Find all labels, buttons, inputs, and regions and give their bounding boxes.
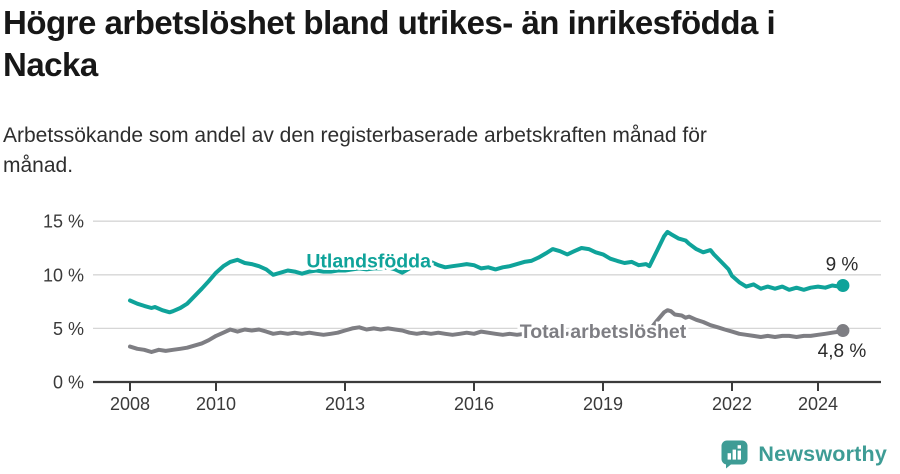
series-end-value-utlandsfodda: 9 % — [826, 255, 859, 276]
series-end-value-total: 4,8 % — [818, 341, 867, 362]
chart-subtitle: Arbetssökande som andel av den registerb… — [3, 121, 863, 181]
x-axis-label-2024: 2024 — [798, 394, 838, 414]
series-end-dot-utlandsfodda — [836, 279, 850, 293]
y-axis-label-5: 5 % — [53, 319, 84, 339]
x-axis-label-2013: 2013 — [325, 394, 365, 414]
series-line-total — [128, 308, 845, 354]
chart-title: Högre arbetslöshet bland utrikes- än inr… — [3, 2, 883, 86]
x-axis-label-2010: 2010 — [196, 394, 236, 414]
newsworthy-logo: Newsworthy — [721, 440, 887, 469]
y-axis-label-15: 15 % — [43, 212, 84, 232]
series-label-total: Total arbetslöshet — [520, 321, 687, 343]
y-axis-label-0: 0 % — [53, 373, 84, 393]
chart-title-line1: Högre arbetslöshet bland utrikes- än inr… — [3, 4, 776, 41]
y-axis-label-10: 10 % — [43, 265, 84, 285]
newsworthy-icon — [721, 440, 748, 469]
x-axis-label-2016: 2016 — [454, 394, 494, 414]
chart-title-line2: Nacka — [3, 46, 98, 83]
series-end-dot-total — [836, 324, 850, 338]
x-axis-label-2008: 2008 — [110, 394, 150, 414]
x-axis-label-2022: 2022 — [712, 394, 752, 414]
x-axis-label-2019: 2019 — [583, 394, 623, 414]
chart-subtitle-line1: Arbetssökande som andel av den registerb… — [3, 124, 707, 147]
series-label-utlandsfodda: Utlandsfödda — [306, 250, 431, 272]
newsworthy-brand-label: Newsworthy — [758, 442, 887, 466]
chart-subtitle-line2: månad. — [3, 154, 74, 177]
series-line-utlandsfodda — [128, 229, 845, 315]
